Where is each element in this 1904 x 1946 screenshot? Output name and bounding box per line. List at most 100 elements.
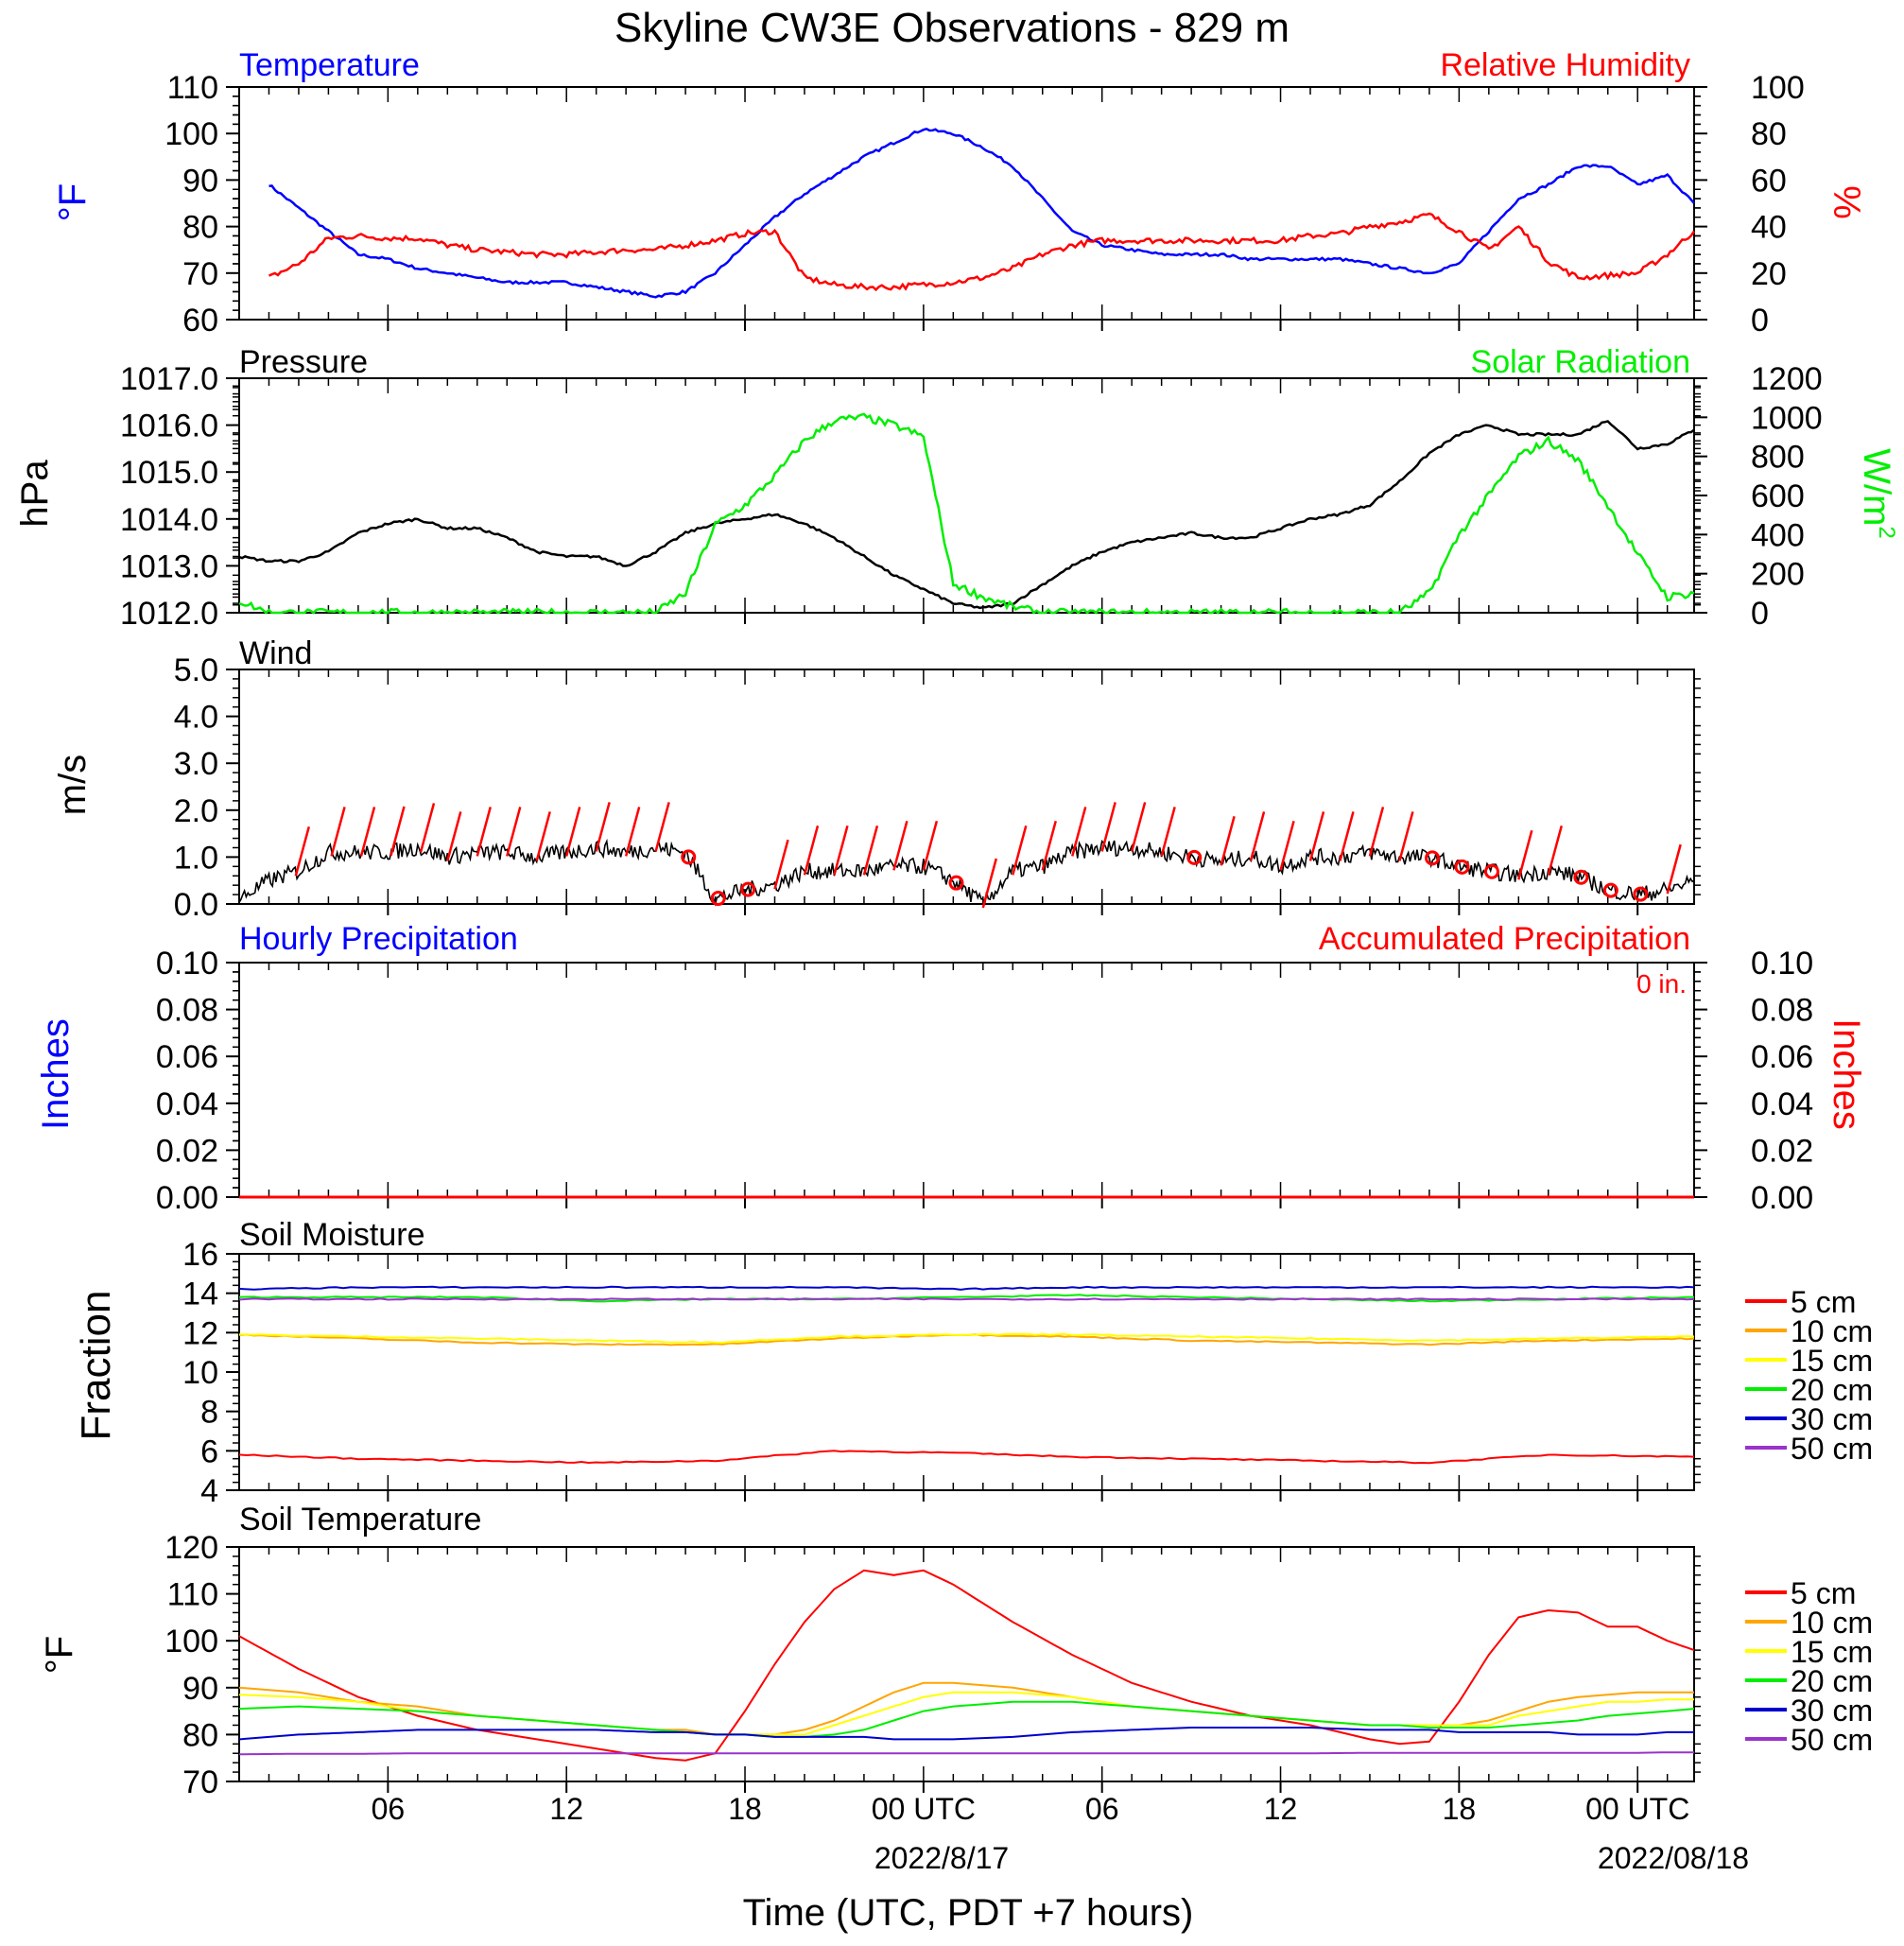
legend-label: 10 cm [1791, 1314, 1873, 1348]
plot-areas: 607080901001100204060801001012.01013.010… [120, 70, 1823, 1800]
wind-barb [506, 807, 522, 857]
wind-barb [1012, 825, 1028, 876]
wind-barb [1220, 816, 1236, 866]
y-tick-label: 1.0 [174, 840, 218, 876]
precipitation-panel: Hourly Precipitation Accumulated Precipi… [35, 921, 1867, 1130]
y-tick-label: 6 [200, 1433, 218, 1469]
wind-barb [862, 825, 879, 876]
wind-barb [833, 825, 849, 876]
x-tick-label: 00 UTC [872, 1792, 976, 1826]
y-tick-label-right: 0.00 [1751, 1180, 1813, 1216]
wind-barb [1339, 811, 1355, 861]
wind-panel: Wind m/s [52, 635, 312, 815]
soil-moisture-30cm [238, 1285, 1695, 1291]
calm-wind-marker [681, 849, 697, 865]
solar-title: Solar Radiation [1471, 344, 1690, 380]
wind-barb [1666, 843, 1682, 895]
pressure-solar-frame [238, 377, 1695, 614]
y-tick-label-right: 0.08 [1751, 993, 1813, 1029]
y-tick-label: 5.0 [174, 652, 218, 688]
y-tick-label: 2.0 [174, 793, 218, 829]
calm-wind-marker [948, 875, 964, 891]
soil-temperature-axis-label: °F [39, 1636, 80, 1674]
y-tick-label: 1012.0 [120, 596, 218, 632]
x-tick-label: 00 UTC [1585, 1792, 1689, 1826]
y-tick-label: 100 [164, 1624, 218, 1659]
calm-wind-marker [1483, 863, 1499, 879]
series-solar-radiation [238, 412, 1695, 615]
y-tick-label: 1016.0 [120, 408, 218, 444]
hourly-precip-title: Hourly Precipitation [239, 921, 518, 957]
legend-label: 15 cm [1791, 1344, 1873, 1378]
figure-title: Skyline CW3E Observations - 829 m [614, 5, 1290, 51]
pressure-axis-label: hPa [14, 460, 56, 528]
y-tick-label: 100 [164, 116, 218, 152]
wind-barb [330, 807, 346, 857]
soil-moisture-50cm [238, 1297, 1695, 1301]
y-tick-label: 110 [167, 1577, 218, 1613]
wind-barb [1308, 811, 1325, 861]
y-tick-label: 12 [182, 1315, 218, 1351]
calm-wind-marker [1602, 882, 1618, 898]
legend-label: 20 cm [1791, 1373, 1873, 1407]
legend-label: 50 cm [1791, 1723, 1873, 1757]
y-tick-label: 0.06 [156, 1039, 218, 1075]
wind-barb [389, 806, 406, 857]
y-tick-label: 70 [182, 1764, 218, 1800]
legend-label: 50 cm [1791, 1432, 1873, 1466]
wind-barb [922, 820, 939, 871]
y-tick-label: 80 [182, 1717, 218, 1753]
y-tick-label-right: 20 [1751, 256, 1787, 292]
y-tick-label: 1013.0 [120, 548, 218, 584]
wind-barb [294, 825, 311, 877]
y-tick-label: 0.00 [156, 1180, 218, 1216]
temperature-axis-label: °F [52, 183, 94, 221]
wind-barb [803, 825, 820, 876]
y-tick-label-right: 1000 [1751, 400, 1823, 436]
y-tick-label: 10 [182, 1355, 218, 1391]
y-tick-label: 80 [182, 210, 218, 246]
calm-wind-marker [1425, 850, 1441, 866]
calm-wind-marker [1186, 849, 1203, 865]
wind-barb [1130, 802, 1147, 852]
y-tick-label: 16 [182, 1237, 218, 1273]
temperature-title: Temperature [239, 47, 420, 83]
soil-moisture-title: Soil Moisture [239, 1217, 425, 1253]
y-tick-label: 14 [182, 1277, 218, 1312]
y-tick-label-right: 0.06 [1751, 1039, 1813, 1075]
y-tick-label: 60 [182, 303, 218, 339]
y-tick-label-right: 800 [1751, 440, 1805, 476]
wind-barb [1100, 802, 1116, 852]
y-tick-label: 0.08 [156, 993, 218, 1029]
soil-moisture-5cm [238, 1450, 1695, 1465]
legend-label: 30 cm [1791, 1402, 1873, 1436]
wind-barb [1279, 820, 1295, 871]
time-axis-tick-labels: 06 12 18 00 UTC 06 12 18 00 UTC [372, 1792, 1690, 1826]
legend-label: 30 cm [1791, 1694, 1873, 1728]
y-tick-label: 0.10 [156, 946, 218, 982]
wind-barb [446, 811, 462, 861]
pressure-title: Pressure [239, 344, 368, 380]
soil-moisture-15cm [238, 1332, 1695, 1345]
wind-barb [981, 858, 998, 909]
x-tick-label: 06 [1085, 1792, 1119, 1826]
soil-moisture-axis-label: Fraction [73, 1291, 119, 1441]
wind-barb [1041, 820, 1057, 871]
y-tick-label-right: 0.10 [1751, 946, 1813, 982]
y-tick-label-right: 0 [1751, 596, 1769, 632]
soil-temperature-20cm [238, 1700, 1695, 1738]
accum-precip-total: 0 in. [1636, 969, 1687, 999]
temperature-humidity-panel: Temperature Relative Humidity °F % [52, 47, 1867, 221]
wind-barb [1160, 807, 1176, 857]
y-tick-label-right: 0.02 [1751, 1133, 1813, 1169]
date-label-1: 2022/8/17 [874, 1841, 1009, 1875]
wind-barb [535, 811, 551, 861]
y-tick-label: 110 [167, 70, 218, 106]
y-tick-label-right: 200 [1751, 557, 1805, 593]
y-tick-label: 120 [164, 1530, 218, 1566]
calm-wind-marker [740, 881, 756, 897]
y-tick-label: 0.0 [174, 887, 218, 923]
